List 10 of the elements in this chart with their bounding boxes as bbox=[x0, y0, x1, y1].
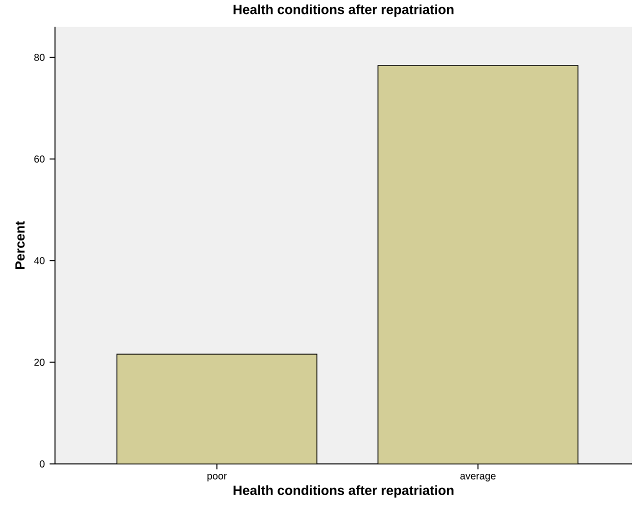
x-axis-title: Health conditions after repatriation bbox=[234, 485, 454, 498]
y-tick-label: 60 bbox=[34, 156, 45, 163]
x-tick-label: poor bbox=[208, 474, 227, 482]
chart-title: Health conditions after repatriation bbox=[234, 4, 454, 17]
x-tick-label: average bbox=[460, 474, 496, 482]
y-axis-title: Percent bbox=[15, 221, 25, 270]
y-tick-label: 0 bbox=[40, 460, 45, 468]
y-tick-label: 20 bbox=[34, 358, 45, 366]
y-tick-label: 40 bbox=[34, 257, 45, 264]
y-tick-label: 80 bbox=[34, 54, 45, 61]
